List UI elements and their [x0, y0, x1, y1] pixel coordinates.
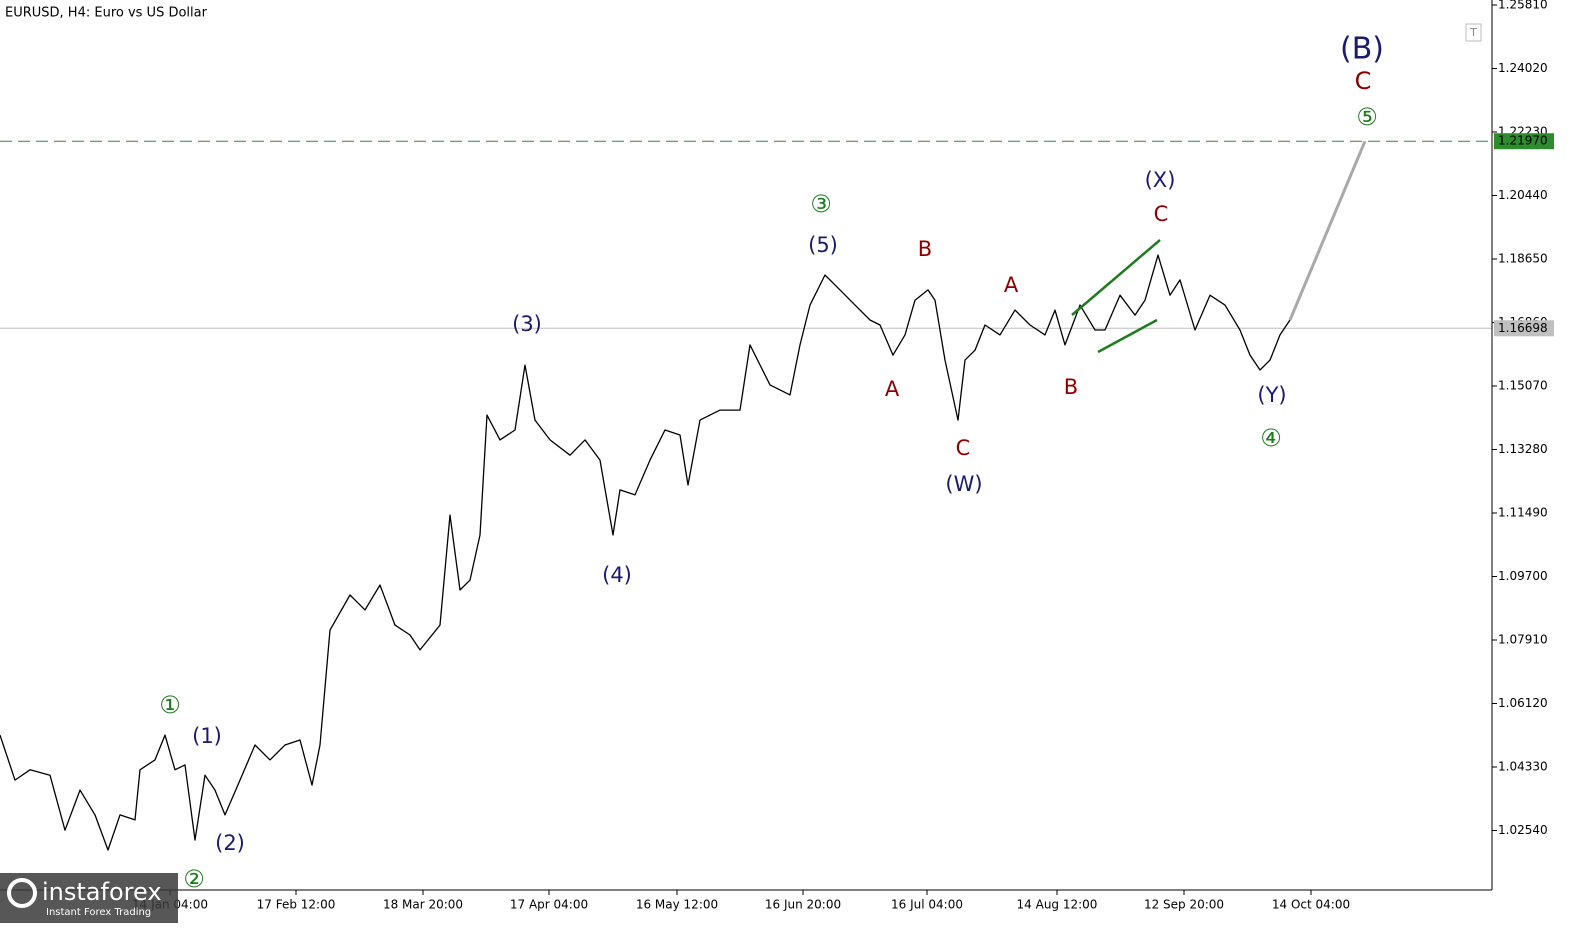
logo: instaforex Instant Forex Trading	[0, 873, 178, 923]
logo-tagline: Instant Forex Trading	[46, 907, 151, 918]
price-line	[0, 254, 1291, 851]
price-tag-label: 1.21970	[1498, 134, 1548, 148]
wave-label: (X)	[1145, 168, 1176, 192]
wave-label: A	[885, 377, 900, 401]
wave-label: ⑤	[1356, 103, 1378, 131]
chart-title: EURUSD, H4: Euro vs US Dollar	[5, 6, 208, 21]
wave-label: (1)	[192, 724, 222, 748]
y-tick-label: 1.25810	[1498, 0, 1548, 12]
x-tick-label: 16 Jun 20:00	[765, 898, 841, 912]
y-tick-label: 1.13280	[1498, 442, 1548, 456]
wedge-line	[1071, 239, 1161, 316]
wave-label: A	[1004, 273, 1019, 297]
wave-label: (5)	[808, 233, 838, 257]
wave-label: (W)	[945, 472, 982, 496]
x-tick-label: 12 Sep 20:00	[1144, 898, 1224, 912]
logo-name: instaforex	[42, 878, 162, 906]
tool-icon-glyph: T	[1469, 26, 1477, 39]
y-tick-label: 1.18650	[1498, 252, 1548, 266]
x-tick-label: 17 Feb 12:00	[257, 898, 336, 912]
plot-area	[0, 140, 1492, 851]
price-tag	[1494, 133, 1554, 150]
y-tick-label: 1.06120	[1498, 696, 1548, 710]
wave-label: (B)	[1340, 32, 1384, 67]
y-tick-label: 1.11490	[1498, 506, 1548, 520]
y-tick-label: 1.09700	[1498, 569, 1548, 583]
x-tick-label: 16 Jul 04:00	[891, 898, 963, 912]
wave-label: C	[1154, 202, 1169, 226]
wave-label: ①	[159, 691, 181, 719]
wave-label: (2)	[215, 831, 245, 855]
wave-label: ③	[810, 190, 832, 218]
y-tick-label: 1.15070	[1498, 379, 1548, 393]
tool-icon[interactable]	[1465, 23, 1482, 42]
wave-label: (3)	[512, 312, 542, 336]
y-tick-label: 1.20440	[1498, 188, 1548, 202]
x-tick-label: 17 Apr 04:00	[510, 898, 588, 912]
y-tick-label: 1.02540	[1498, 823, 1548, 837]
x-tick-label: 16 May 12:00	[636, 898, 718, 912]
wave-label: B	[918, 237, 932, 261]
wedge-line	[1097, 318, 1158, 354]
wave-label: C	[1355, 67, 1372, 95]
wave-label: ②	[183, 865, 205, 893]
wave-label: (4)	[602, 563, 632, 587]
price-line	[1288, 140, 1367, 321]
logo-icon	[7, 878, 37, 908]
wave-label: B	[1064, 375, 1078, 399]
price-tag	[1494, 320, 1554, 337]
x-tick-label: 18 Mar 20:00	[383, 898, 463, 912]
price-tag-label: 1.16698	[1498, 321, 1548, 335]
y-tick-label: 1.24020	[1498, 61, 1548, 75]
x-tick-label: 14 Aug 12:00	[1017, 898, 1098, 912]
x-tick-label: 14 Oct 04:00	[1272, 898, 1350, 912]
y-tick-label: 1.04330	[1498, 760, 1548, 774]
wave-label: C	[956, 436, 971, 460]
y-tick-label: 1.07910	[1498, 633, 1548, 647]
wave-label: ④	[1260, 424, 1282, 452]
wave-label: (Y)	[1257, 383, 1286, 407]
